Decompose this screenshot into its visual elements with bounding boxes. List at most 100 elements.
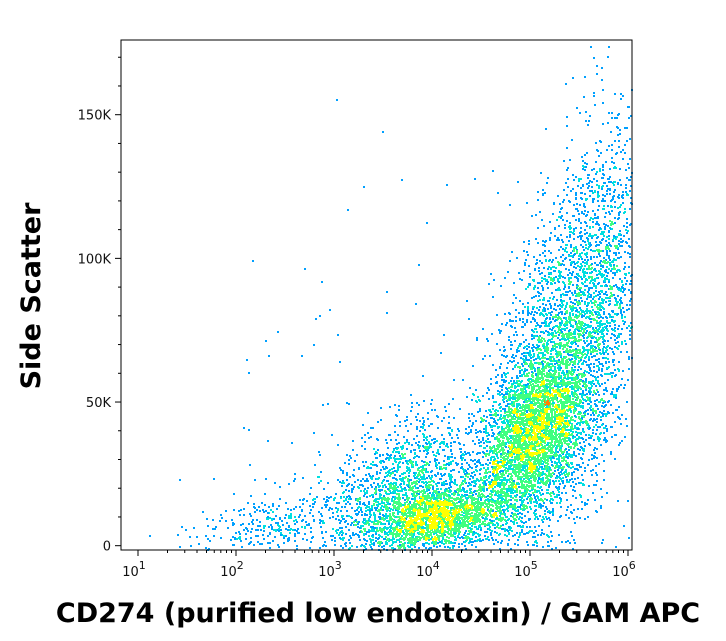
event-dot bbox=[465, 548, 467, 550]
event-dot bbox=[425, 506, 427, 508]
event-dot bbox=[524, 515, 526, 517]
event-dot bbox=[394, 548, 396, 550]
event-dot bbox=[532, 344, 534, 346]
event-dot bbox=[525, 357, 527, 359]
event-dot bbox=[505, 432, 507, 434]
event-dot bbox=[459, 487, 461, 489]
event-dot bbox=[517, 506, 519, 508]
event-dot bbox=[495, 415, 497, 417]
event-dot bbox=[538, 426, 540, 428]
event-dot bbox=[527, 496, 529, 498]
event-dot bbox=[454, 515, 456, 517]
event-dot bbox=[494, 438, 496, 440]
event-dot bbox=[512, 435, 514, 437]
event-dot bbox=[511, 404, 513, 406]
event-dot bbox=[450, 535, 452, 537]
event-dot bbox=[536, 438, 538, 440]
event-dot bbox=[552, 430, 554, 432]
event-dot bbox=[493, 520, 495, 522]
event-dot bbox=[462, 476, 464, 478]
event-dot bbox=[531, 441, 533, 443]
event-dot bbox=[529, 432, 531, 434]
event-dot bbox=[504, 502, 506, 504]
event-dot bbox=[458, 510, 460, 512]
event-dot bbox=[371, 548, 373, 550]
event-dot bbox=[465, 525, 467, 527]
event-dot bbox=[572, 466, 574, 468]
event-dot bbox=[488, 528, 490, 530]
event-dot bbox=[552, 381, 554, 383]
event-dot bbox=[467, 505, 469, 507]
event-dot bbox=[465, 517, 467, 519]
event-dot bbox=[532, 395, 534, 397]
event-dot bbox=[479, 473, 481, 475]
event-dot bbox=[548, 450, 550, 452]
event-dot bbox=[517, 362, 519, 364]
event-dot bbox=[480, 506, 482, 508]
event-dot bbox=[537, 400, 539, 402]
event-dot bbox=[508, 526, 510, 528]
event-dot bbox=[525, 390, 527, 392]
event-dot bbox=[552, 397, 554, 399]
event-dot bbox=[439, 532, 441, 534]
event-dot bbox=[452, 542, 454, 544]
event-dot bbox=[541, 529, 543, 531]
event-dot bbox=[496, 468, 498, 470]
event-dot bbox=[526, 359, 528, 361]
event-dot bbox=[500, 410, 502, 412]
event-dot bbox=[449, 484, 451, 486]
event-dot bbox=[532, 438, 534, 440]
event-dot bbox=[510, 503, 512, 505]
event-dot bbox=[533, 355, 535, 357]
event-dot bbox=[445, 523, 447, 525]
event-dot bbox=[541, 457, 543, 459]
event-dot bbox=[516, 351, 518, 353]
event-dot bbox=[577, 448, 579, 450]
event-dot bbox=[449, 489, 451, 491]
event-dot bbox=[474, 463, 476, 465]
event-dot bbox=[472, 523, 474, 525]
event-dot bbox=[508, 485, 510, 487]
event-dot bbox=[484, 535, 486, 537]
event-dot bbox=[479, 534, 481, 536]
event-dot bbox=[489, 483, 491, 485]
event-dot bbox=[510, 548, 512, 550]
event-dot bbox=[516, 532, 518, 534]
event-dot bbox=[552, 405, 554, 407]
event-dot bbox=[503, 444, 505, 446]
event-dot bbox=[500, 414, 502, 416]
event-dot bbox=[496, 343, 498, 345]
event-dot bbox=[389, 545, 391, 547]
event-dot bbox=[534, 480, 536, 482]
event-dot bbox=[432, 521, 434, 523]
event-dot bbox=[479, 525, 481, 527]
event-dot bbox=[499, 515, 501, 517]
event-dot bbox=[498, 494, 500, 496]
event-dot bbox=[443, 532, 445, 534]
event-dot bbox=[567, 475, 569, 477]
event-dot bbox=[461, 496, 463, 498]
event-dot bbox=[458, 501, 460, 503]
event-dot bbox=[601, 370, 603, 372]
event-dot bbox=[508, 427, 510, 429]
event-dot bbox=[567, 338, 569, 340]
event-dot bbox=[324, 504, 326, 506]
event-dot bbox=[486, 416, 488, 418]
event-dot bbox=[594, 447, 596, 449]
event-dot bbox=[481, 523, 483, 525]
event-dot bbox=[472, 519, 474, 521]
event-dot bbox=[592, 420, 594, 422]
event-dot bbox=[537, 475, 539, 477]
event-dot bbox=[400, 486, 402, 488]
event-dot bbox=[544, 393, 546, 395]
event-dot bbox=[514, 418, 516, 420]
event-dot bbox=[471, 492, 473, 494]
event-dot bbox=[401, 535, 403, 537]
event-dot bbox=[510, 463, 512, 465]
event-dot bbox=[478, 459, 480, 461]
event-dot bbox=[511, 461, 513, 463]
event-dot bbox=[482, 437, 484, 439]
event-dot bbox=[495, 474, 497, 476]
event-dot bbox=[510, 520, 512, 522]
event-dot bbox=[483, 467, 485, 469]
